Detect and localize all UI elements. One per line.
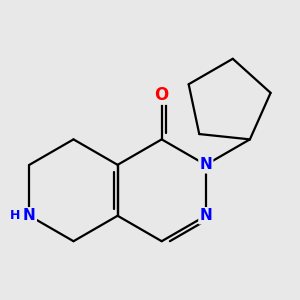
Text: H: H — [10, 209, 20, 222]
Text: N: N — [200, 208, 212, 223]
Text: N: N — [23, 208, 36, 223]
Text: N: N — [200, 157, 212, 172]
Text: O: O — [154, 85, 169, 103]
